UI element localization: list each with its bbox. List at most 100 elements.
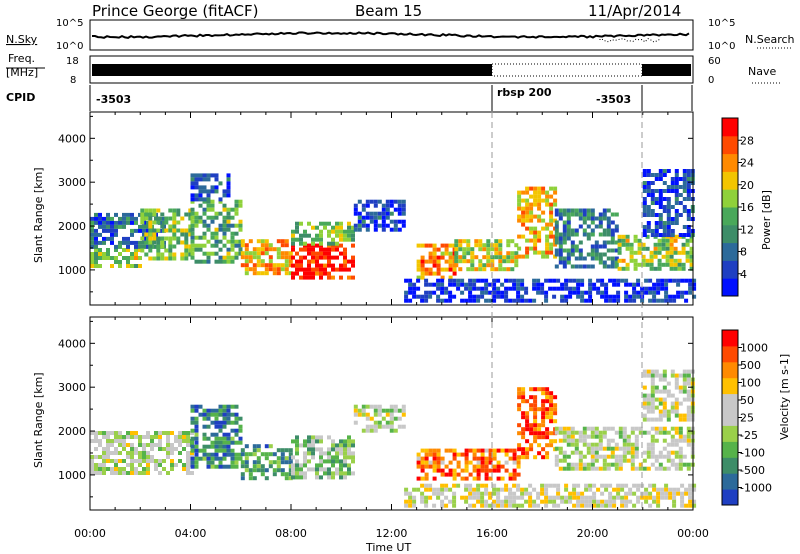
velocity-cell [572,491,577,496]
velocity-cell [166,471,170,475]
velocity-cell [452,452,457,457]
power-cell [676,278,681,283]
freq-label-line1: Freq. [8,52,35,65]
velocity-cell [602,430,607,435]
velocity-cell [678,426,683,431]
power-cell [570,232,575,237]
velocity-cell [456,452,461,457]
velocity-cell [299,463,303,468]
velocity-cell [284,476,289,481]
velocity-cell [226,436,231,441]
velocity-cell [476,472,481,477]
power-cell [432,259,437,264]
velocity-cell [578,434,583,439]
velocity-cell [114,467,118,471]
velocity-colorbar-swatch [722,425,738,442]
power-cell [152,220,157,225]
power-cell [288,255,293,260]
power-cell [488,290,493,295]
power-cell [206,207,211,212]
velocity-cell [424,476,429,481]
velocity-cell [608,495,613,500]
power-cell [645,262,650,267]
velocity-cell [476,460,481,465]
velocity-cell [154,467,158,471]
velocity-cell [618,462,623,467]
power-cell [248,267,253,272]
power-cell [689,238,694,243]
velocity-cell [327,467,331,472]
velocity-cell [202,444,207,449]
velocity-colorbar-tick-label: -100 [740,447,765,460]
velocity-cell [456,464,461,469]
velocity-cell [472,448,477,453]
power-cell [584,290,589,295]
power-cell [625,234,630,239]
power-cell [673,266,678,271]
velocity-cell [98,455,102,459]
velocity-cell [432,460,437,465]
power-cell [480,278,485,283]
power-cell [586,264,591,269]
velocity-cell [521,387,526,392]
velocity-cell [525,419,530,424]
velocity-cell [114,471,118,475]
power-cell [416,259,421,264]
velocity-cell [186,435,190,439]
power-cell [412,294,417,299]
velocity-cell [295,435,299,440]
power-cell [674,217,679,221]
power-cell [537,250,542,255]
velocity-cell [618,458,623,463]
power-cell [184,236,189,241]
power-cell [295,259,299,264]
power-cell [468,290,473,295]
power-cell [315,263,319,268]
power-cell [524,298,529,303]
power-cell [190,207,195,212]
power-cell [146,244,150,249]
power-cell [184,232,189,237]
power-cell [416,267,421,272]
velocity-cell [472,452,477,457]
velocity-cell [654,466,659,471]
velocity-cell [574,450,579,455]
power-cell [420,298,425,303]
velocity-cell [678,434,683,439]
velocity-cell [146,463,150,467]
power-cell [642,213,647,217]
power-cell [347,225,351,230]
velocity-cell [588,487,593,492]
power-cell [612,298,617,303]
power-cell [230,259,235,264]
power-cell [596,290,601,295]
power-cell [640,286,645,291]
power-cell [504,298,509,303]
velocity-cell [272,452,277,457]
power-cell [428,267,433,272]
velocity-cell [654,373,659,378]
power-cell [369,215,374,220]
power-cell [202,235,207,240]
power-cell [606,208,611,213]
power-cell [590,264,595,269]
power-cell [594,248,599,253]
power-cell [608,278,613,283]
power-cell [652,286,657,291]
velocity-cell [606,442,611,447]
velocity-cell [686,409,691,414]
power-cell [592,286,597,291]
velocity-cell [638,462,643,467]
power-cell [351,229,355,234]
power-cell [214,231,219,236]
power-cell [498,267,503,272]
velocity-cell [94,455,98,459]
power-cell [351,275,355,280]
velocity-cell [517,403,522,408]
velocity-cell [541,403,546,408]
power-cell [365,199,370,204]
velocity-cell [102,451,106,455]
velocity-cell [448,448,453,453]
power-cell [666,233,671,237]
power-cell [210,185,215,190]
